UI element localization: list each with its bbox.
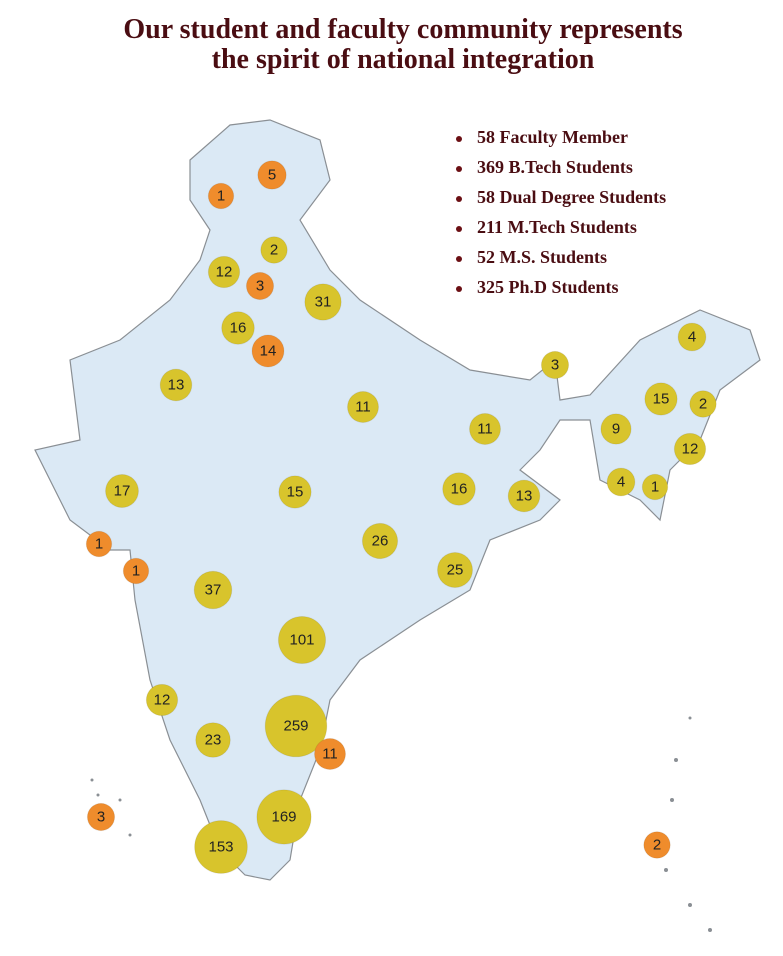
bubble-label: 3 (551, 357, 559, 374)
legend-bullet (456, 256, 462, 262)
bubble (437, 552, 473, 588)
bubble-label: 9 (612, 421, 620, 438)
bubble-label: 1 (132, 563, 140, 580)
bubble (207, 182, 235, 210)
bubble-label: 259 (283, 718, 308, 735)
bubble-label: 25 (447, 562, 464, 579)
bubble (304, 283, 342, 321)
bubble (277, 615, 327, 665)
bubble (278, 475, 312, 509)
bubble (689, 390, 717, 418)
bubble (347, 391, 379, 423)
legend-item: 325 Ph.D Students (477, 277, 619, 297)
bubble-label: 15 (653, 391, 670, 408)
bubble-label: 16 (451, 481, 468, 498)
bubble-label: 11 (355, 399, 371, 416)
legend-bullet (456, 196, 462, 202)
bubble-label: 1 (95, 536, 103, 553)
bubble (677, 322, 707, 352)
india-map (34, 119, 761, 932)
bubble (264, 694, 328, 758)
legend-item: 369 B.Tech Students (477, 157, 633, 177)
legend-item: 58 Faculty Member (477, 127, 628, 147)
bubble-label: 26 (372, 533, 389, 550)
bubble (442, 472, 476, 506)
bubble-label: 14 (260, 343, 277, 360)
bubble (86, 802, 116, 832)
bubble (643, 831, 671, 859)
bubble-label: 31 (315, 294, 332, 311)
legend-item: 52 M.S. Students (477, 247, 607, 267)
bubble-label: 1 (217, 188, 225, 205)
bubble-label: 3 (256, 278, 264, 295)
bubble (193, 570, 233, 610)
bubble-label: 2 (699, 396, 707, 413)
bubble-label: 101 (289, 632, 314, 649)
bubble-label: 12 (682, 441, 699, 458)
bubble (251, 334, 285, 368)
bubble-label: 13 (516, 488, 533, 505)
bubble (673, 432, 707, 466)
legend-bullet (456, 166, 462, 172)
bubble (194, 820, 248, 874)
legend-item: 211 M.Tech Students (477, 217, 637, 237)
bubble (256, 789, 312, 845)
bubble-label: 16 (230, 320, 247, 337)
bubble (606, 467, 636, 497)
bubble-label: 169 (271, 809, 296, 826)
bubble (207, 255, 241, 289)
bubble-label: 11 (322, 746, 338, 763)
bubble-label: 12 (216, 264, 233, 281)
bubble-label: 5 (268, 167, 276, 184)
bubble (105, 474, 139, 508)
bubble (145, 683, 179, 717)
bubble-label: 11 (477, 421, 493, 438)
bubble-label: 153 (208, 839, 233, 856)
bubble (257, 160, 287, 190)
bubble (159, 368, 193, 402)
bubble-label: 12 (154, 692, 171, 709)
bubble (641, 473, 669, 501)
bubble (245, 271, 275, 301)
bubble-label: 4 (617, 474, 625, 491)
bubble-label: 3 (97, 809, 105, 826)
legend-bullet (456, 226, 462, 232)
bubble (507, 479, 541, 513)
bubble (85, 530, 113, 558)
country-outline (34, 119, 761, 881)
islands (90, 716, 712, 932)
bubble (195, 722, 231, 758)
bubble (600, 413, 632, 445)
bubble-label: 15 (287, 484, 304, 501)
title-line: the spirit of national integration (212, 44, 595, 75)
bubble-label: 13 (168, 377, 185, 394)
legend-bullet (456, 286, 462, 292)
bubble (361, 522, 399, 560)
legend: 58 Faculty Member 369 B.Tech Students 58 D… (456, 127, 666, 297)
legend-bullet (456, 136, 462, 142)
bubble-label: 23 (205, 732, 222, 749)
title-line: Our student and faculty community repres… (123, 14, 682, 45)
bubble-label: 2 (270, 242, 278, 259)
bubble (314, 738, 346, 770)
bubble (260, 236, 288, 264)
bubble (469, 413, 501, 445)
bubble-label: 17 (114, 483, 131, 500)
bubble (644, 382, 678, 416)
bubble-label: 2 (653, 837, 661, 854)
bubble (221, 311, 255, 345)
bubble (122, 557, 150, 585)
bubble (540, 350, 570, 380)
bubble-label: 4 (688, 329, 696, 346)
bubble-label: 37 (205, 582, 222, 599)
bubble-label: 1 (651, 479, 659, 496)
legend-item: 58 Dual Degree Students (477, 187, 666, 207)
